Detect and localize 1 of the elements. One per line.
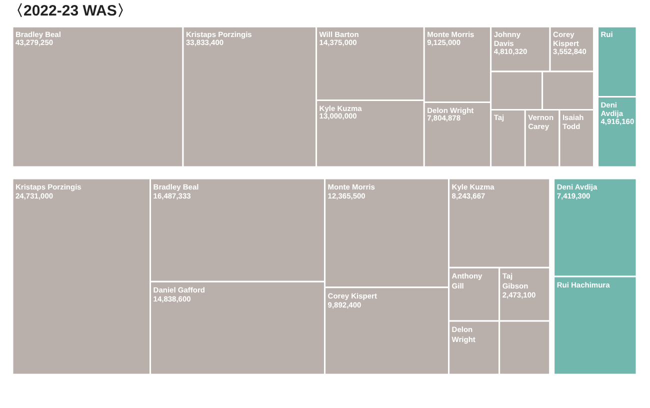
- text: 〈2022-23 WAS〉: [8, 2, 132, 20]
